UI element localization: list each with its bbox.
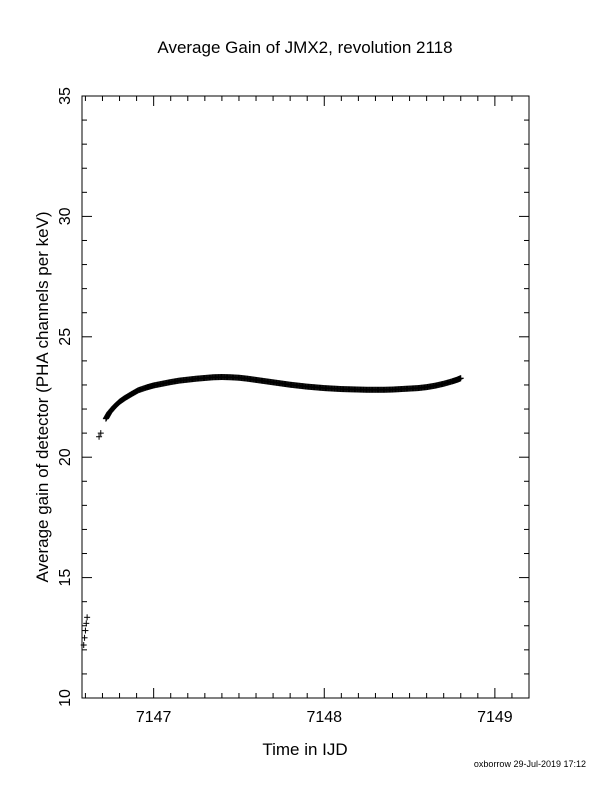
x-tick-label: 7149 [477, 709, 513, 726]
data-point [81, 634, 88, 641]
data-point [80, 642, 87, 649]
data-point [96, 433, 103, 440]
y-axis-ticks: 10 15 20 25 30 35 [57, 87, 529, 707]
plot-frame [81, 95, 530, 699]
chart-title: Average Gain of JMX2, revolution 2118 [157, 38, 452, 57]
y-tick-label: 35 [57, 87, 74, 105]
data-point [82, 627, 89, 634]
data-point [97, 430, 104, 437]
y-tick-label: 10 [57, 689, 74, 707]
y-tick-label: 30 [57, 207, 74, 225]
data-points [80, 374, 464, 649]
data-point [83, 620, 90, 627]
y-axis-label: Average gain of detector (PHA channels p… [33, 211, 52, 582]
y-tick-label: 25 [57, 328, 74, 346]
y-tick-label: 20 [57, 448, 74, 466]
data-point-band [103, 374, 464, 422]
x-tick-label: 7147 [136, 709, 172, 726]
y-tick-label: 15 [57, 569, 74, 587]
x-axis-ticks: 7147 7148 7149 [84, 96, 530, 726]
data-point [84, 614, 91, 621]
x-tick-label: 7148 [306, 709, 342, 726]
x-axis-label: Time in IJD [262, 740, 347, 759]
footer-stamp: oxborrow 29-Jul-2019 17:12 [474, 759, 586, 769]
